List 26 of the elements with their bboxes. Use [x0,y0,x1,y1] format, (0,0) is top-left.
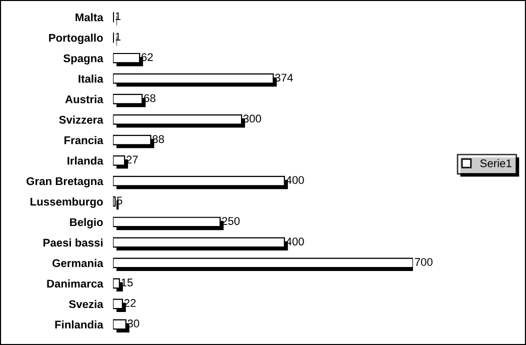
y-tick-label: Svizzera [59,116,104,124]
data-label: 374 [275,74,293,82]
data-label: 30 [128,320,140,328]
y-tick-label: Italia [78,74,104,83]
y-tick-label: Spagna [63,54,104,64]
y-tick-label: Austria [65,95,104,104]
data-label: 400 [286,176,304,184]
y-tick-label: Portogallo [49,34,103,44]
y-tick-label: Malta [76,13,104,22]
y-tick-label: Finlandia [55,320,104,329]
y-tick-label: Lussemburgo [30,197,103,208]
y-tick-label: Francia [64,136,104,144]
y-tick-label: Belgio [70,218,103,228]
y-tick-label: Paesi bassi [43,238,102,247]
y-tick-label: Gran Bretagna [26,177,104,188]
y-tick-label: Germania [52,258,104,268]
data-label: 1 [116,12,120,20]
y-tick-label: Danimarca [47,279,104,288]
y-tick-label: Svezia [69,300,104,308]
data-label: 1 [116,32,120,40]
data-label: 400 [286,238,304,246]
data-label: 15 [122,278,133,286]
y-tick-label: Irlanda [68,156,104,165]
data-label: 700 [414,258,432,266]
data-label: 300 [243,114,262,123]
legend-label: Serie1 [480,159,512,168]
